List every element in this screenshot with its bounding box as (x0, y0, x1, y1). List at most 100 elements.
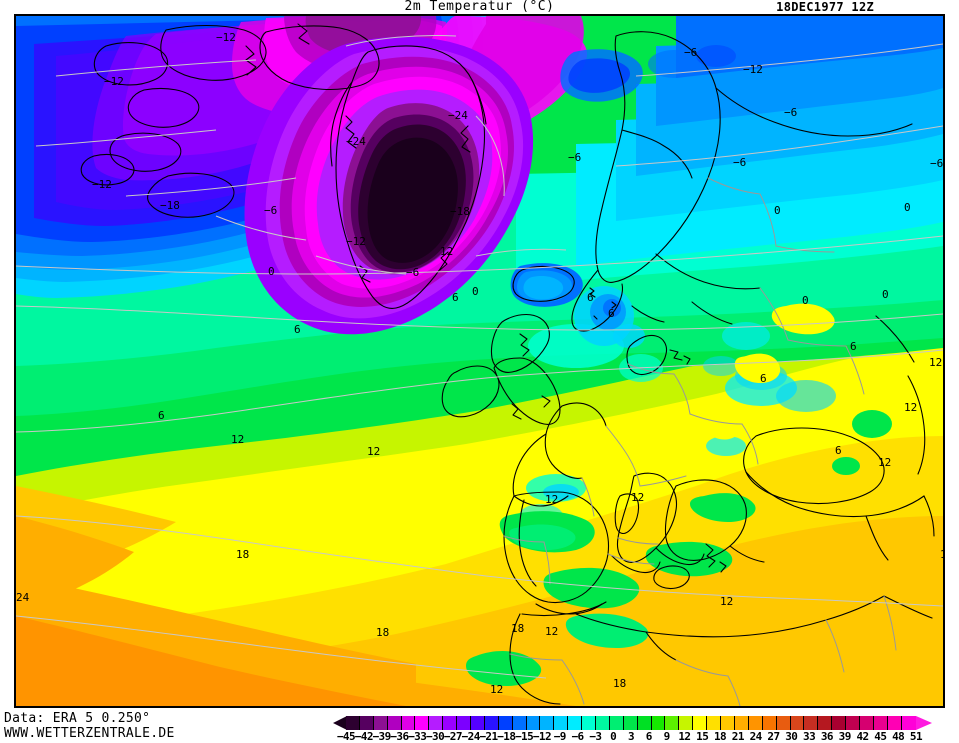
contour-label: 18 (236, 548, 250, 561)
contour-label: 0 (802, 294, 809, 307)
colorbar-tick: 51 (909, 730, 923, 743)
colorbar-cell (637, 716, 652, 730)
contour-label: 12 (440, 245, 454, 258)
colorbar-cell (818, 716, 833, 730)
contour-label: −6 (684, 46, 698, 59)
contour-label: 12 (490, 683, 504, 696)
colorbar-cell (665, 716, 680, 730)
contour-label: 6 (294, 323, 301, 336)
colorbar-cell (582, 716, 597, 730)
colorbar-cell (498, 716, 513, 730)
colorbar-tick: −9 (553, 730, 567, 743)
colorbar-cell (707, 716, 722, 730)
temperature-colorbar: −45 −42 −39 −36 −33 −30 −27 −24 −21 −18 −15 −12 −9 −6… (333, 714, 953, 743)
colorbar-tick: 9 (663, 730, 671, 743)
colorbar-cell (901, 716, 916, 730)
colorbar-cell (846, 716, 860, 730)
colorbar-cell (776, 716, 791, 730)
colorbar-cell (748, 716, 763, 730)
contour-label: 18 (940, 549, 943, 560)
colorbar-tick: −3 (589, 730, 602, 743)
contour-label: 6 (608, 307, 615, 320)
contour-label: −12 (216, 31, 236, 44)
colorbar-cell (387, 716, 402, 730)
contour-label: −6 (568, 151, 582, 164)
colorbar-cell (651, 716, 666, 730)
colorbar-tick: 45 (874, 730, 887, 743)
colorbar-tick: 24 (749, 730, 763, 743)
colorbar-cell (568, 716, 583, 730)
colorbar-tick: 0 (610, 730, 617, 743)
contour-label: 6 (587, 291, 594, 304)
colorbar-cell (526, 716, 541, 730)
colorbar-tick: 33 (803, 730, 816, 743)
contour-label: 0 (882, 288, 889, 301)
colorbar-tick: −36 (390, 730, 409, 743)
contour-label: −12 (346, 235, 366, 248)
contour-label: 12 (545, 493, 559, 506)
colorbar-cell (721, 716, 735, 730)
colorbar-cell (512, 716, 527, 730)
colorbar-tick: −18 (497, 730, 516, 743)
contour-label: 12 (231, 433, 245, 446)
colorbar-cell (401, 716, 416, 730)
colorbar-cell (832, 716, 847, 730)
contour-label: 6 (158, 409, 165, 422)
temperature-field (16, 16, 943, 706)
colorbar-tick: 12 (678, 730, 691, 743)
colorbar-tick: 42 (856, 730, 869, 743)
colorbar-cell (762, 716, 777, 730)
colorbar-cell (471, 716, 485, 730)
colorbar-cell (429, 716, 444, 730)
colorbar-tick: 39 (838, 730, 852, 743)
colorbar-cell (693, 716, 708, 730)
colorbar-cell (623, 716, 638, 730)
colorbar-tick: 27 (767, 730, 780, 743)
colorbar-tick: −15 (514, 730, 534, 743)
colorbar-cell (554, 716, 569, 730)
colorbar-cell (790, 716, 805, 730)
colorbar-cell (415, 716, 430, 730)
contour-label: 12 (545, 625, 559, 638)
colorbar-swatches (346, 716, 916, 730)
colorbar-tick: 15 (696, 730, 709, 743)
colorbar-cell (346, 716, 360, 730)
contour-label: 12 (367, 445, 381, 458)
contour-label: −12 (743, 63, 763, 76)
contour-label: −12 (92, 178, 112, 191)
colorbar-tick: −21 (479, 730, 498, 743)
contour-label: 6 (760, 372, 767, 385)
contour-label: 24 (16, 591, 30, 604)
contour-label: 12 (631, 491, 645, 504)
colorbar-tick: 21 (731, 730, 745, 743)
contour-label: −6 (733, 156, 747, 169)
contour-label: 0 (268, 265, 275, 278)
colorbar-cell (373, 716, 388, 730)
colorbar-cell (359, 716, 374, 730)
contour-label: −6 (264, 204, 278, 217)
temperature-map: −12 −12 −18 −12 −6 −24 −24 −18 −12 −6 0 … (14, 14, 945, 708)
contour-label: 0 (774, 204, 781, 217)
colorbar-tick: 48 (892, 730, 905, 743)
contour-label: 6 (835, 444, 842, 457)
page-title: 2m Temperatur (°C) (404, 0, 555, 14)
contour-label: 12 (878, 456, 892, 469)
data-source-label: Data: ERA 5 0.250° (4, 711, 151, 726)
colorbar-tick: −42 (354, 730, 374, 743)
contour-label: −24 (448, 109, 468, 122)
colorbar-tick: −6 (571, 730, 584, 743)
colorbar-tick: −12 (532, 730, 552, 743)
contour-label: 18 (511, 622, 525, 635)
colorbar-cell (484, 716, 499, 730)
colorbar-tick: −39 (372, 730, 391, 743)
colorbar-cell (859, 716, 874, 730)
attribution-block: Data: ERA 5 0.250° WWW.WETTERZENTRALE.DE (4, 711, 175, 741)
colorbar-tick: 3 (627, 730, 635, 743)
colorbar-cell (457, 716, 472, 730)
contour-label: −6 (784, 106, 798, 119)
contour-label: 6 (850, 340, 857, 353)
contour-label: 6 (452, 291, 459, 304)
contour-label: −12 (104, 75, 124, 88)
contour-label: 0 (472, 285, 479, 298)
colorbar-cell (679, 716, 694, 730)
